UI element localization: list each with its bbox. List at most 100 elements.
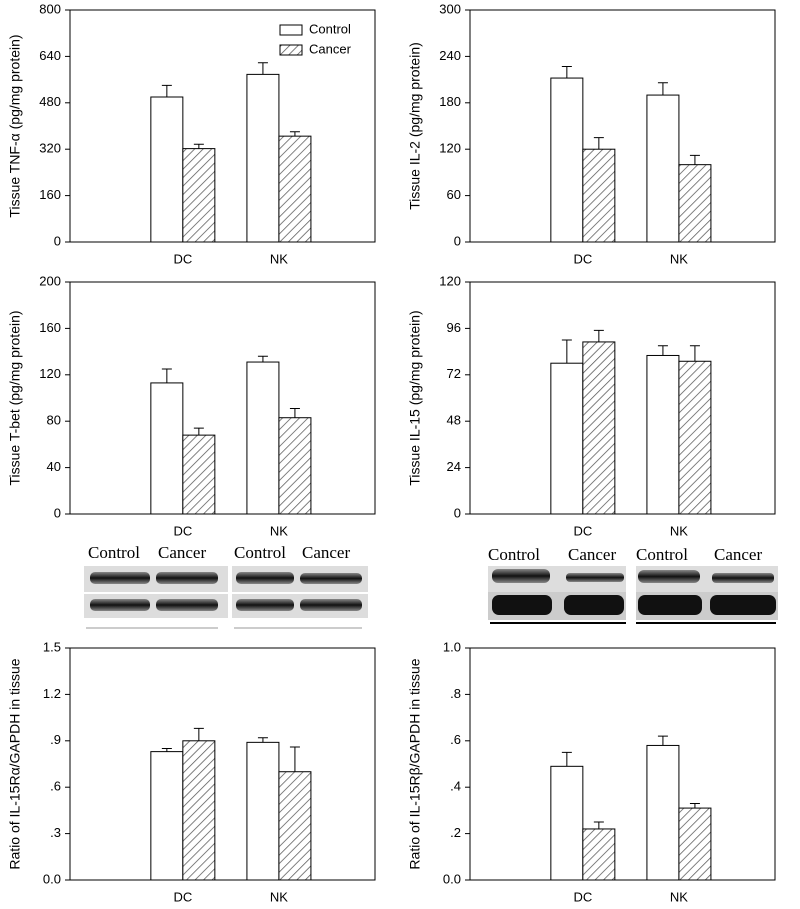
plot-frame	[69, 9, 376, 243]
y-tick-label: 160	[39, 320, 61, 335]
y-tick-label: 1.5	[43, 639, 61, 654]
y-axis-label: Tissue T-bet (pg/mg protein)	[7, 310, 23, 485]
bar	[150, 751, 184, 881]
x-tick-label: NK	[270, 251, 288, 266]
y-tick-label: 0	[54, 505, 61, 520]
error-bar	[257, 355, 268, 363]
bar	[246, 361, 280, 515]
blot-label: Cancer	[714, 545, 762, 564]
blot-label: Cancer	[302, 543, 350, 562]
y-tick-label: 1.0	[443, 639, 461, 654]
y-tick-label: 0	[454, 233, 461, 248]
y-tick-label: .2	[450, 825, 461, 840]
blot-left	[84, 566, 368, 629]
error-bar	[161, 368, 172, 383]
x-tick-label: NK	[670, 523, 688, 538]
x-tick-label: DC	[573, 251, 592, 266]
y-tick-label: 120	[439, 273, 461, 288]
legend-swatch	[279, 24, 303, 36]
x-tick-label: DC	[573, 889, 592, 904]
bar	[278, 417, 312, 515]
x-tick-label: NK	[270, 523, 288, 538]
y-tick-label: 48	[447, 413, 461, 428]
y-tick-label: 0.0	[443, 871, 461, 886]
error-bar	[593, 329, 604, 342]
error-bar	[657, 735, 668, 746]
bar	[278, 771, 312, 881]
y-tick-label: 120	[39, 366, 61, 381]
plot-frame	[69, 281, 376, 515]
y-tick-label: .4	[450, 779, 461, 794]
y-tick-label: .8	[450, 686, 461, 701]
bar	[678, 807, 712, 881]
error-bar	[257, 737, 268, 743]
bar	[150, 382, 184, 515]
bar	[582, 341, 616, 515]
panel: 0 40 80 120 160 200 DC NK Tissue T-bet (pg/mg pr…	[7, 273, 376, 538]
y-tick-label: 160	[39, 187, 61, 202]
error-bar	[561, 339, 572, 364]
y-tick-label: 320	[39, 141, 61, 156]
error-bar	[193, 427, 204, 436]
panel: 0 24 48 72 96 120 DC NK Tissue IL-15 (pg/mg prot…	[407, 273, 776, 538]
panel: 0.0 .3 .6 .9 1.2 1.5 DC NK Ratio of IL-15Rα/GAPD…	[7, 639, 376, 904]
error-bar	[161, 84, 172, 97]
y-tick-label: 80	[47, 413, 61, 428]
error-bar	[289, 407, 300, 418]
error-bar	[657, 82, 668, 96]
panel: 0 60 120 180 240 300 DC NK Tissue IL-2 (pg/mg pr…	[407, 1, 776, 266]
error-bar	[193, 727, 204, 741]
y-tick-label: 200	[39, 273, 61, 288]
y-tick-label: 96	[447, 320, 461, 335]
bar	[550, 362, 584, 515]
y-tick-label: 240	[439, 48, 461, 63]
error-bar	[657, 345, 668, 356]
bar	[278, 135, 312, 243]
plot-frame	[469, 281, 776, 515]
blot-label: Control	[234, 543, 286, 562]
bar	[246, 741, 280, 881]
blot-label: Control	[488, 545, 540, 564]
bar	[582, 148, 616, 243]
error-bar	[689, 802, 700, 809]
panel: 0 160 320 480 640 800 DC NK Tissue TNF-α (pg/mg …	[7, 1, 376, 266]
bar	[550, 765, 584, 881]
error-bar	[289, 131, 300, 137]
x-tick-label: DC	[173, 889, 192, 904]
bar	[182, 434, 216, 515]
y-tick-label: 480	[39, 94, 61, 109]
y-axis-label: Tissue IL-2 (pg/mg protein)	[407, 42, 423, 210]
y-tick-label: 0.0	[43, 871, 61, 886]
blot-right	[488, 566, 778, 624]
y-tick-label: .9	[50, 732, 61, 747]
legend-label: Control	[309, 21, 351, 36]
blot-label: Cancer	[568, 545, 616, 564]
x-tick-label: NK	[670, 889, 688, 904]
y-axis-label: Ratio of IL-15Rβ/GAPDH in tissue	[407, 658, 423, 869]
blot-label: Control	[636, 545, 688, 564]
y-axis-label: Ratio of IL-15Rα/GAPDH in tissue	[7, 658, 23, 869]
plot-frame	[469, 647, 776, 881]
plot-frame	[469, 9, 776, 243]
error-bar	[593, 821, 604, 829]
bar	[246, 73, 280, 243]
blot-label: Control	[88, 543, 140, 562]
bar	[550, 77, 584, 243]
y-tick-label: 180	[439, 94, 461, 109]
y-tick-label: .3	[50, 825, 61, 840]
bar	[582, 828, 616, 881]
y-tick-label: 24	[447, 459, 461, 474]
x-tick-label: DC	[173, 523, 192, 538]
error-bar	[561, 751, 572, 767]
x-tick-label: NK	[670, 251, 688, 266]
bar	[646, 94, 680, 243]
y-tick-label: 800	[39, 1, 61, 16]
y-tick-label: 640	[39, 48, 61, 63]
error-bar	[193, 143, 204, 149]
y-tick-label: 72	[447, 366, 461, 381]
error-bar	[289, 746, 300, 772]
y-tick-label: 0	[454, 505, 461, 520]
y-tick-label: 300	[439, 1, 461, 16]
y-tick-label: .6	[450, 732, 461, 747]
